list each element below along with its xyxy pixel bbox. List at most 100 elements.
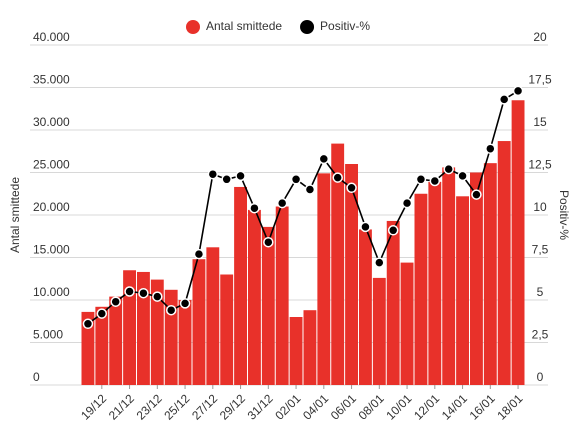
point [387,225,399,236]
point [318,153,330,165]
y2-tick-label: 0 [537,370,544,384]
point [124,286,135,297]
x-tick-label: 25/12 [161,391,192,422]
x-tick-label: 02/01 [272,391,303,422]
x-tick-label: 27/12 [189,391,220,422]
point [110,296,121,307]
y2-tick-label: 12,5 [528,158,552,172]
bar [331,143,345,385]
bar [372,277,386,385]
y2-tick-label: 5 [537,285,544,299]
legend-label: Antal smittede [206,19,282,33]
point [443,163,454,175]
bar [317,173,331,385]
y2-tick-label: 17,5 [528,73,552,87]
point [249,202,260,214]
bar [137,271,150,385]
x-tick-label: 29/12 [217,391,248,422]
bar [206,247,220,385]
point [207,168,219,180]
bar [456,196,469,385]
point [512,85,524,97]
x-tick-label: 08/01 [356,391,387,422]
bar [95,306,109,385]
y2-tick-label: 10 [533,200,547,214]
point [346,182,357,194]
x-tick-label: 10/01 [383,391,414,422]
point [401,197,413,209]
bar [289,317,303,385]
legend-label: Positiv-% [320,19,370,33]
point [498,94,510,105]
y2-axis-title: Positiv-% [557,190,571,240]
y-tick-label: 0 [33,370,40,384]
bar [234,186,247,385]
point [221,174,232,185]
bar [164,289,178,385]
bar [81,311,95,385]
point [193,248,205,260]
bar [470,172,483,385]
y-tick-label: 40.000 [33,30,70,44]
bar [109,296,123,385]
bar [248,209,261,385]
x-tick-label: 06/01 [328,391,359,422]
point [332,172,343,183]
x-tick-label: 04/01 [300,391,331,422]
bar [261,226,275,385]
x-tick-label: 18/01 [494,391,525,422]
point [304,184,316,195]
x-tick-label: 14/01 [439,391,470,422]
point [152,291,163,302]
bar [386,220,400,385]
y-tick-label: 20.000 [33,200,70,214]
bar [220,274,234,385]
y-tick-label: 15.000 [33,243,70,257]
point [276,197,288,209]
bar [414,193,428,385]
point [96,308,108,319]
bar [483,163,497,385]
bar [178,300,192,385]
point [179,298,191,309]
bar [359,229,372,385]
point [290,174,302,185]
bar [428,181,442,385]
point [165,304,177,316]
bar [192,259,206,385]
point [429,175,441,187]
point [138,287,149,299]
bar [345,164,358,385]
legend-swatch [186,20,200,34]
point [485,143,496,154]
y-tick-label: 30.000 [33,115,70,129]
x-tick-label: 31/12 [245,391,276,422]
y-axis-title: Antal smittede [8,177,22,253]
point [235,170,246,182]
y2-tick-label: 2,5 [532,328,549,342]
x-tick-label: 12/01 [411,391,442,422]
y-tick-label: 10.000 [33,285,70,299]
y-tick-label: 25.000 [33,158,70,172]
y2-tick-label: 20 [533,30,547,44]
x-tick-label: 19/12 [78,391,109,422]
bar [303,310,317,385]
x-tick-label: 16/01 [467,391,498,422]
x-tick-label: 23/12 [134,391,165,422]
point [471,189,482,200]
bar [442,167,456,385]
x-tick-label: 21/12 [106,391,137,422]
point [415,174,427,185]
y2-tick-label: 7,5 [532,243,549,257]
point [374,257,385,268]
y-tick-label: 35.000 [33,73,70,87]
point [360,221,371,233]
y-tick-label: 5.000 [33,328,63,342]
point [263,236,274,248]
bar [275,206,289,385]
bar [400,262,414,385]
bar [497,141,511,385]
point [82,318,94,330]
